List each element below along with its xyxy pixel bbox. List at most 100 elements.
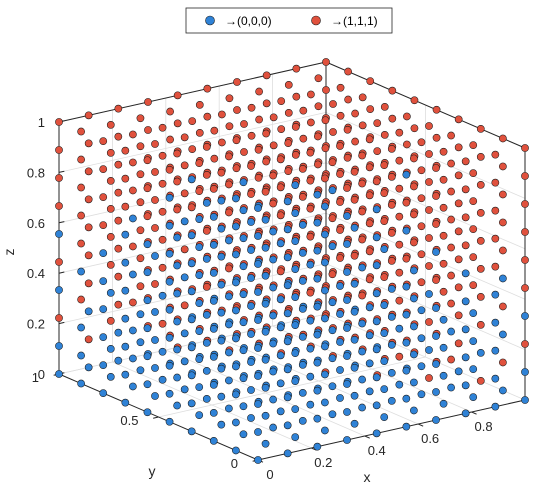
point-series-1 — [158, 263, 167, 272]
point-series-1 — [77, 155, 85, 164]
point-series-1 — [84, 139, 93, 148]
point-series-0 — [77, 351, 85, 360]
point-series-1 — [410, 96, 419, 105]
point-series-1 — [114, 160, 123, 169]
y-tick-label: 1 — [32, 370, 39, 385]
point-series-1 — [202, 227, 211, 235]
point-series-0 — [151, 336, 159, 344]
point-series-1 — [454, 227, 463, 236]
point-series-0 — [158, 347, 167, 356]
point-series-0 — [343, 408, 351, 416]
point-series-1 — [358, 151, 366, 160]
point-series-0 — [269, 283, 277, 292]
point-series-0 — [99, 249, 108, 257]
point-series-1 — [328, 158, 337, 167]
point-series-1 — [55, 146, 63, 154]
point-series-1 — [255, 87, 263, 96]
z-tick-label: 0.4 — [27, 266, 45, 281]
point-series-1 — [106, 149, 115, 157]
point-series-0 — [173, 289, 181, 298]
point-series-0 — [298, 305, 307, 313]
point-series-0 — [521, 396, 529, 404]
point-series-1 — [262, 129, 270, 138]
point-series-1 — [136, 170, 145, 179]
point-series-0 — [239, 402, 248, 411]
point-series-1 — [106, 317, 115, 325]
point-series-1 — [158, 179, 167, 188]
point-series-1 — [432, 164, 440, 172]
point-series-0 — [276, 351, 285, 360]
point-series-1 — [476, 265, 485, 273]
point-series-1 — [476, 321, 485, 329]
point-series-0 — [439, 315, 448, 324]
legend-label-series-1: →(1,1,1) — [331, 14, 378, 28]
point-series-0 — [261, 355, 270, 364]
point-series-1 — [365, 219, 374, 228]
point-series-1 — [380, 131, 389, 139]
point-series-1 — [380, 217, 389, 225]
point-series-0 — [143, 408, 152, 417]
x-tick-label: 0.6 — [421, 431, 439, 446]
point-series-0 — [55, 230, 63, 238]
point-series-1 — [521, 200, 529, 208]
x-tick-label: 0 — [266, 467, 273, 482]
point-series-1 — [380, 189, 389, 197]
point-series-1 — [254, 145, 263, 154]
point-series-1 — [469, 281, 478, 289]
point-series-1 — [410, 238, 418, 247]
point-series-0 — [225, 292, 233, 301]
point-series-1 — [410, 182, 418, 191]
point-series-1 — [180, 301, 189, 310]
point-series-0 — [165, 417, 174, 426]
point-series-1 — [476, 293, 485, 301]
point-series-0 — [225, 376, 233, 385]
point-series-1 — [180, 245, 189, 254]
point-series-1 — [336, 142, 344, 150]
point-series-0 — [410, 406, 418, 415]
point-series-0 — [158, 375, 167, 384]
point-series-0 — [84, 363, 93, 372]
point-series-0 — [321, 398, 329, 407]
point-series-1 — [343, 184, 351, 192]
point-series-0 — [336, 394, 344, 402]
point-series-0 — [254, 344, 262, 352]
point-series-0 — [202, 339, 211, 347]
point-series-1 — [84, 251, 93, 260]
point-series-1 — [55, 258, 63, 266]
point-series-0 — [402, 366, 411, 375]
point-series-1 — [395, 240, 404, 249]
point-series-1 — [232, 136, 241, 145]
point-series-1 — [321, 116, 330, 125]
point-series-0 — [336, 366, 344, 374]
point-series-1 — [129, 298, 137, 307]
point-series-0 — [328, 410, 337, 419]
point-series-1 — [173, 149, 181, 158]
point-series-1 — [165, 165, 174, 174]
point-series-0 — [276, 239, 285, 248]
point-series-1 — [187, 203, 196, 212]
point-series-0 — [276, 295, 285, 304]
point-series-1 — [173, 119, 182, 128]
z-tick-label: 0.6 — [27, 216, 45, 231]
point-series-0 — [387, 313, 396, 321]
point-series-0 — [432, 360, 440, 368]
point-series-0 — [143, 240, 152, 249]
point-series-1 — [240, 120, 248, 128]
point-series-1 — [225, 264, 233, 273]
point-series-1 — [202, 283, 211, 291]
point-series-0 — [232, 222, 240, 231]
z-tick-mark — [58, 271, 65, 274]
point-series-0 — [165, 193, 174, 202]
point-series-1 — [425, 150, 433, 158]
point-series-1 — [387, 229, 396, 237]
point-series-0 — [410, 294, 418, 303]
point-series-0 — [491, 402, 500, 411]
point-series-1 — [521, 284, 529, 292]
point-series-1 — [284, 81, 293, 89]
point-series-0 — [321, 314, 329, 323]
point-series-0 — [129, 326, 137, 335]
point-series-0 — [209, 409, 218, 417]
point-series-1 — [388, 114, 397, 123]
point-series-0 — [372, 401, 381, 410]
